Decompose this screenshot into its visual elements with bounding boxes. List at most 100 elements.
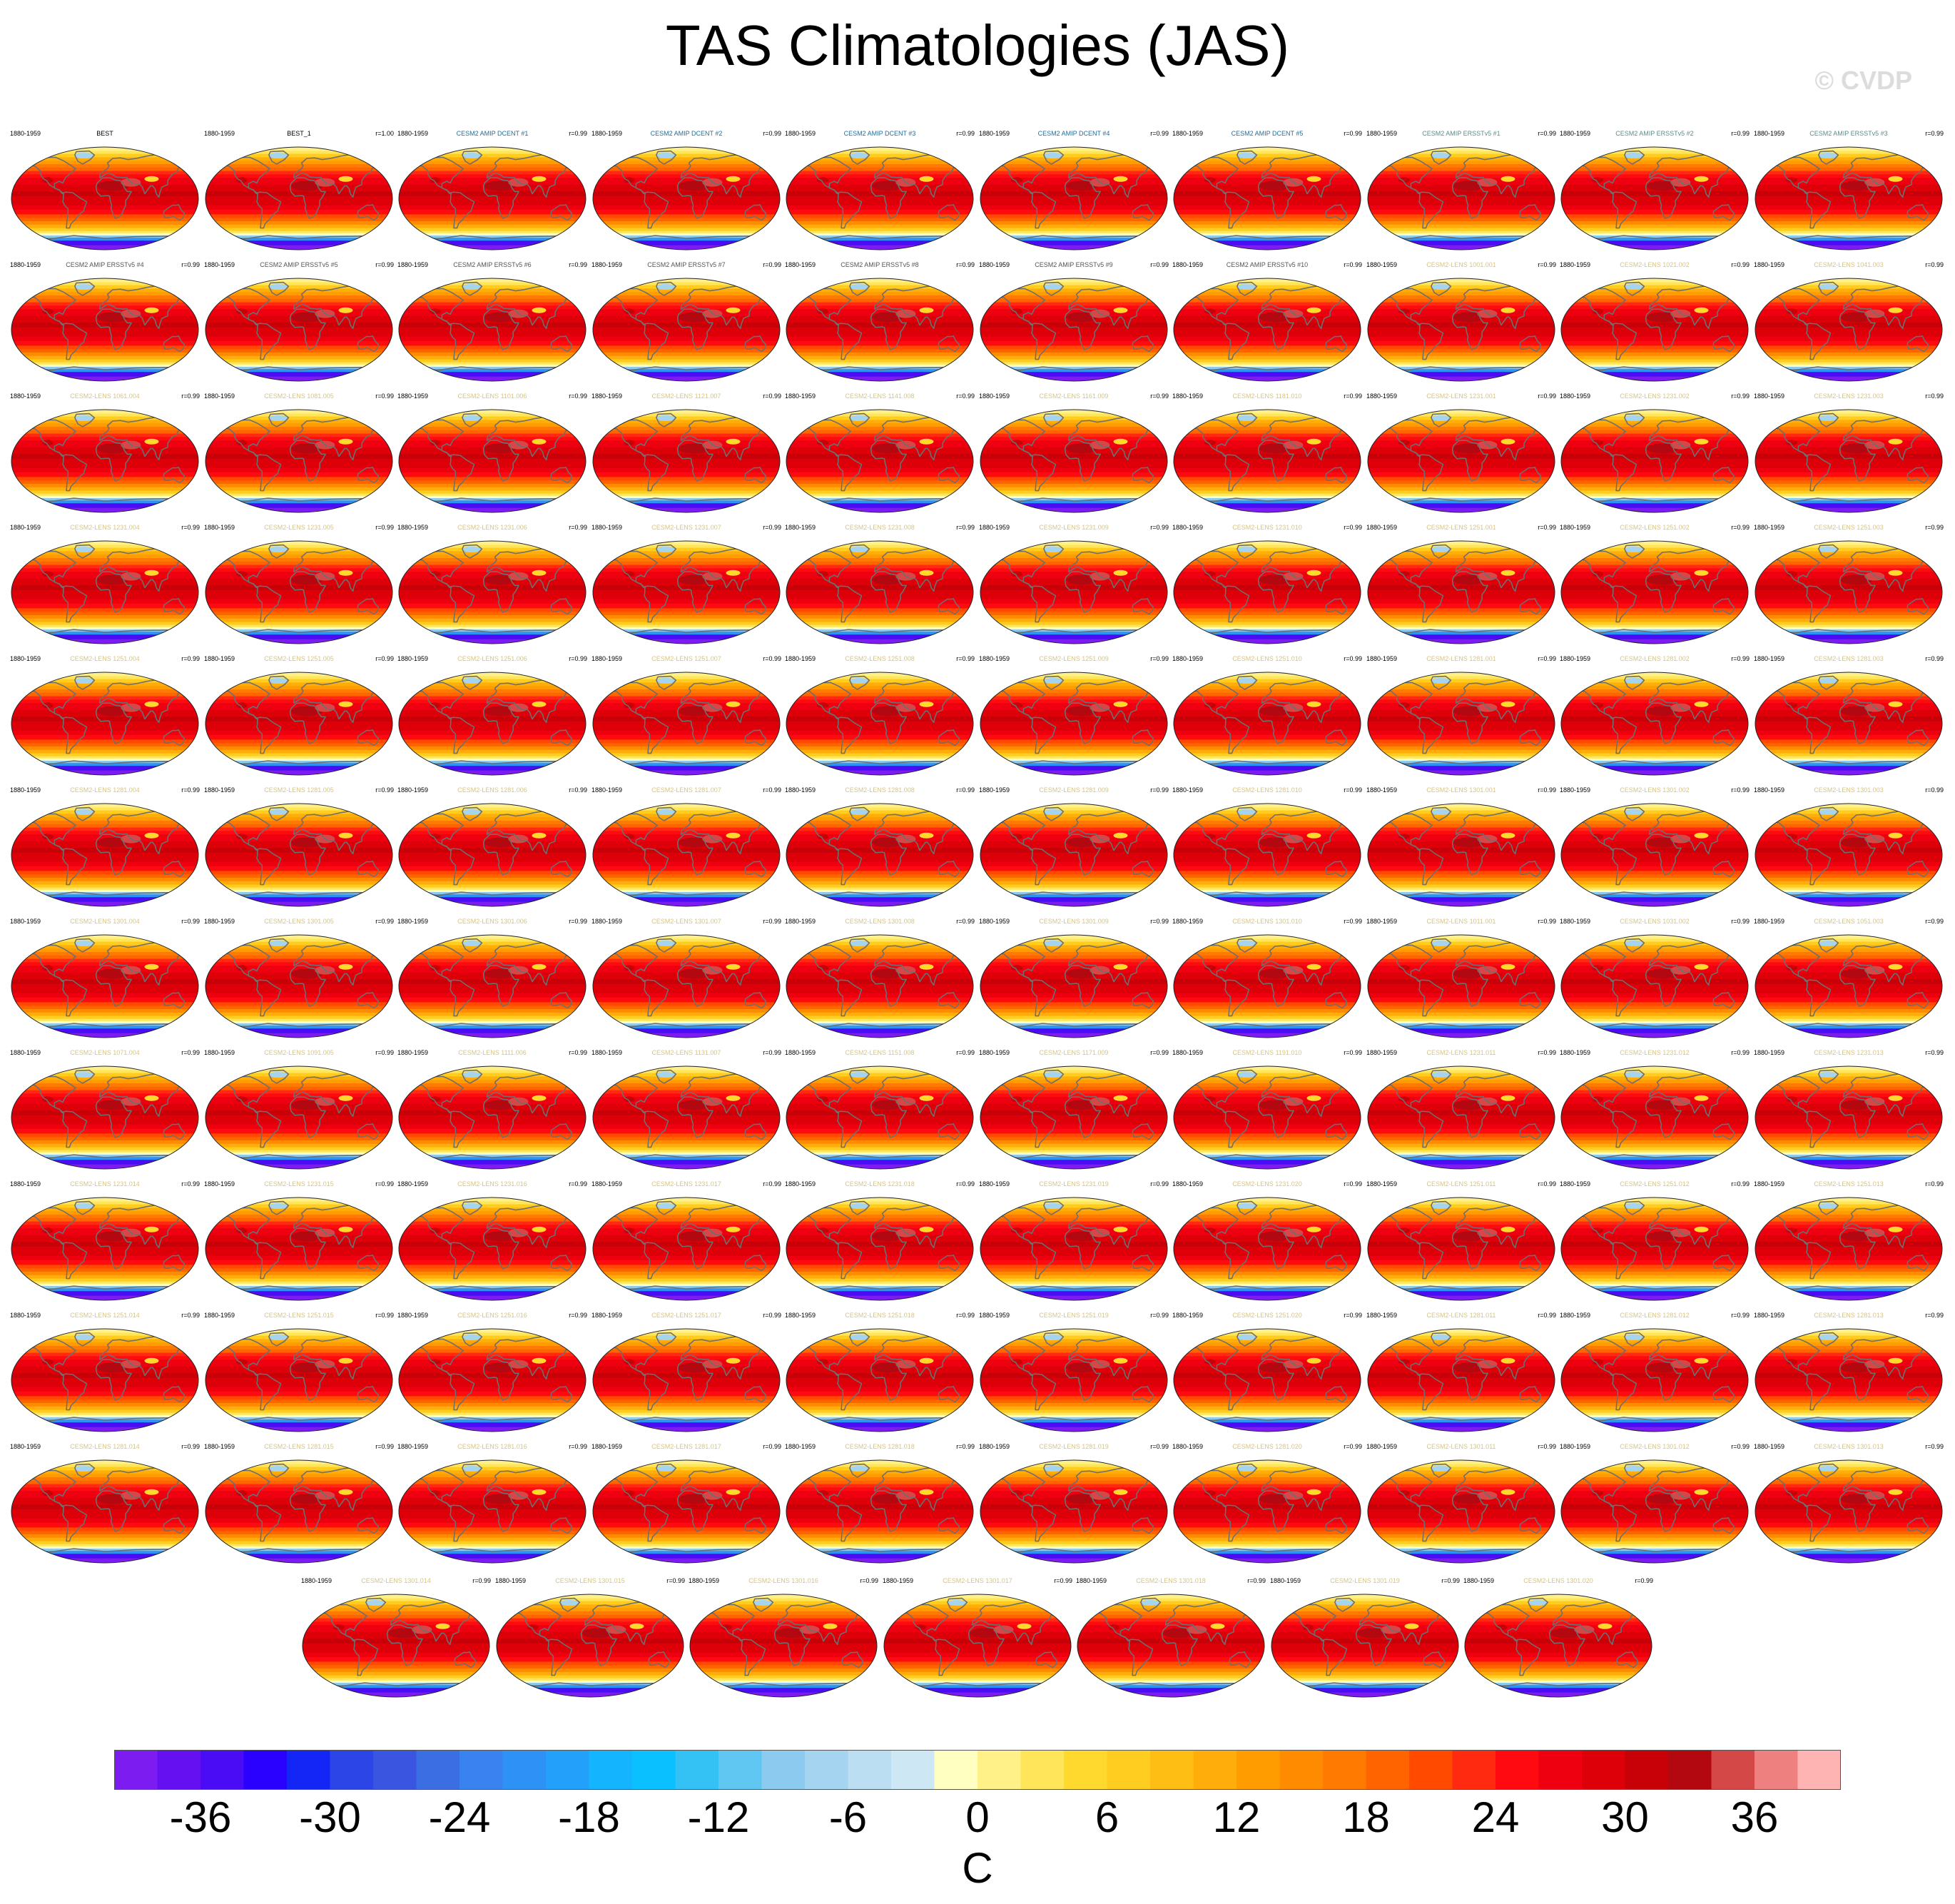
panel-period-label: 1880-1959 bbox=[785, 1312, 816, 1319]
map-panel: 1880-1959 CESM2-LENS 1281.017 r=0.99 bbox=[591, 1443, 781, 1564]
map-panel: 1880-1959 CESM2-LENS 1281.018 r=0.99 bbox=[785, 1443, 975, 1564]
panel-title: CESM2 AMIP DCENT #4 bbox=[1037, 130, 1110, 137]
panel-map bbox=[980, 1197, 1168, 1301]
panel-map bbox=[11, 1197, 199, 1301]
panel-period-label: 1880-1959 bbox=[785, 1180, 816, 1188]
panel-map bbox=[1367, 934, 1555, 1038]
colorbar-swatch bbox=[1366, 1750, 1410, 1790]
panel-title: CESM2-LENS 1301.008 bbox=[845, 918, 915, 925]
map-panel: 1880-1959 CESM2-LENS 1251.008 r=0.99 bbox=[785, 655, 975, 776]
panel-map bbox=[1367, 409, 1555, 513]
map-panel: 1880-1959 CESM2 AMIP ERSSTv5 #1 r=0.99 bbox=[1366, 130, 1556, 251]
panel-period-label: 1880-1959 bbox=[785, 393, 816, 400]
map-panel: 1880-1959 CESM2 AMIP ERSSTv5 #10 r=0.99 bbox=[1172, 261, 1362, 383]
panel-map bbox=[980, 934, 1168, 1038]
panel-period-label: 1880-1959 bbox=[1172, 524, 1204, 531]
panel-map bbox=[1464, 1594, 1652, 1698]
panel-period-label: 1880-1959 bbox=[1560, 130, 1591, 137]
map-panel: 1880-1959 CESM2-LENS 1281.019 r=0.99 bbox=[979, 1443, 1169, 1564]
panel-period-label: 1880-1959 bbox=[785, 1049, 816, 1056]
panel-pattern-correlation: r=0.99 bbox=[1731, 130, 1750, 137]
panel-title: CESM2-LENS 1101.006 bbox=[457, 393, 527, 400]
panel-period-label: 1880-1959 bbox=[591, 130, 623, 137]
panel-title: CESM2-LENS 1111.006 bbox=[458, 1049, 527, 1056]
panel-period-label: 1880-1959 bbox=[1560, 261, 1591, 268]
panel-pattern-correlation: r=0.99 bbox=[1731, 918, 1750, 925]
map-panel: 1880-1959 CESM2-LENS 1001.001 r=0.99 bbox=[1366, 261, 1556, 383]
panel-pattern-correlation: r=0.99 bbox=[569, 786, 587, 794]
panel-map bbox=[205, 803, 393, 907]
panel-map bbox=[1755, 1459, 1943, 1564]
panel-title: CESM2-LENS 1231.010 bbox=[1232, 524, 1302, 531]
panel-map bbox=[205, 1065, 393, 1170]
map-panel: 1880-1959 CESM2-LENS 1301.003 r=0.99 bbox=[1754, 786, 1944, 908]
map-panel: 1880-1959 CESM2-LENS 1301.006 r=0.99 bbox=[397, 918, 587, 1039]
panel-pattern-correlation: r=0.99 bbox=[1538, 524, 1556, 531]
panel-pattern-correlation: r=0.99 bbox=[569, 655, 587, 662]
panel-map bbox=[592, 1328, 781, 1432]
panel-period-label: 1880-1959 bbox=[1366, 393, 1398, 400]
panel-title: CESM2 AMIP DCENT #1 bbox=[456, 130, 529, 137]
panel-period-label: 1880-1959 bbox=[785, 524, 816, 531]
panel-title: CESM2 AMIP DCENT #2 bbox=[650, 130, 723, 137]
panel-period-label: 1880-1959 bbox=[785, 655, 816, 662]
panel-period-label: 1880-1959 bbox=[1754, 524, 1785, 531]
panel-title: CESM2-LENS 1301.020 bbox=[1523, 1577, 1593, 1584]
panel-map bbox=[980, 540, 1168, 644]
panel-period-label: 1880-1959 bbox=[204, 261, 235, 268]
map-panel: 1880-1959 CESM2-LENS 1231.010 r=0.99 bbox=[1172, 524, 1362, 645]
panel-title: CESM2 AMIP ERSSTv5 #5 bbox=[260, 261, 338, 268]
panel-period-label: 1880-1959 bbox=[204, 1180, 235, 1188]
panel-pattern-correlation: r=0.99 bbox=[1150, 786, 1169, 794]
colorbar-swatch bbox=[459, 1750, 504, 1790]
panel-pattern-correlation: r=0.99 bbox=[956, 1312, 975, 1319]
panel-map bbox=[1173, 1328, 1361, 1432]
colorbar-swatch bbox=[718, 1750, 763, 1790]
panel-period-label: 1880-1959 bbox=[785, 1443, 816, 1450]
panel-pattern-correlation: r=0.99 bbox=[1731, 393, 1750, 400]
panel-period-label: 1880-1959 bbox=[979, 1049, 1010, 1056]
panel-map bbox=[786, 146, 974, 250]
panel-pattern-correlation: r=0.99 bbox=[956, 786, 975, 794]
colorbar-swatch bbox=[1538, 1750, 1583, 1790]
colorbar-swatch bbox=[1279, 1750, 1324, 1790]
map-panel: 1880-1959 CESM2-LENS 1101.006 r=0.99 bbox=[397, 393, 587, 514]
panel-pattern-correlation: r=0.99 bbox=[569, 1312, 587, 1319]
panel-map bbox=[980, 1328, 1168, 1432]
map-panel: 1880-1959 CESM2-LENS 1251.005 r=0.99 bbox=[204, 655, 394, 776]
panel-pattern-correlation: r=0.99 bbox=[375, 524, 394, 531]
panel-pattern-correlation: r=0.99 bbox=[181, 1312, 200, 1319]
panel-title: CESM2-LENS 1301.003 bbox=[1814, 786, 1884, 794]
panel-period-label: 1880-1959 bbox=[397, 918, 429, 925]
panel-title: CESM2-LENS 1301.010 bbox=[1232, 918, 1302, 925]
map-panel: 1880-1959 CESM2-LENS 1281.015 r=0.99 bbox=[204, 1443, 394, 1564]
panel-map bbox=[1755, 1328, 1943, 1432]
panel-pattern-correlation: r=0.99 bbox=[956, 524, 975, 531]
colorbar-tick-label: -12 bbox=[687, 1793, 750, 1841]
panel-period-label: 1880-1959 bbox=[1754, 1443, 1785, 1450]
panel-map bbox=[980, 1459, 1168, 1564]
panel-title: CESM2 AMIP ERSSTv5 #7 bbox=[647, 261, 726, 268]
panel-period-label: 1880-1959 bbox=[1560, 918, 1591, 925]
panel-map bbox=[980, 803, 1168, 907]
map-panel: 1880-1959 CESM2-LENS 1251.013 r=0.99 bbox=[1754, 1180, 1944, 1302]
panel-map bbox=[1560, 146, 1749, 250]
panel-pattern-correlation: r=0.99 bbox=[956, 1049, 975, 1056]
map-panel: 1880-1959 CESM2-LENS 1071.004 r=0.99 bbox=[10, 1049, 200, 1170]
map-panel: 1880-1959 CESM2-LENS 1301.012 r=0.99 bbox=[1560, 1443, 1750, 1564]
panel-pattern-correlation: r=0.99 bbox=[375, 1180, 394, 1188]
panel-map bbox=[786, 1065, 974, 1170]
map-panel: 1880-1959 CESM2-LENS 1281.012 r=0.99 bbox=[1560, 1312, 1750, 1433]
map-panel: 1880-1959 CESM2-LENS 1231.005 r=0.99 bbox=[204, 524, 394, 645]
panel-period-label: 1880-1959 bbox=[397, 1443, 429, 1450]
panel-title: CESM2-LENS 1251.006 bbox=[457, 655, 527, 662]
panel-title: CESM2-LENS 1251.009 bbox=[1039, 655, 1109, 662]
panel-period-label: 1880-1959 bbox=[1560, 1312, 1591, 1319]
panel-period-label: 1880-1959 bbox=[785, 130, 816, 137]
panel-title: CESM2 AMIP ERSSTv5 #1 bbox=[1422, 130, 1500, 137]
panel-title: CESM2-LENS 1281.016 bbox=[457, 1443, 527, 1450]
panel-map bbox=[1367, 1065, 1555, 1170]
panel-title: CESM2-LENS 1231.006 bbox=[457, 524, 527, 531]
panel-map bbox=[1367, 803, 1555, 907]
panel-pattern-correlation: r=0.99 bbox=[763, 1180, 781, 1188]
